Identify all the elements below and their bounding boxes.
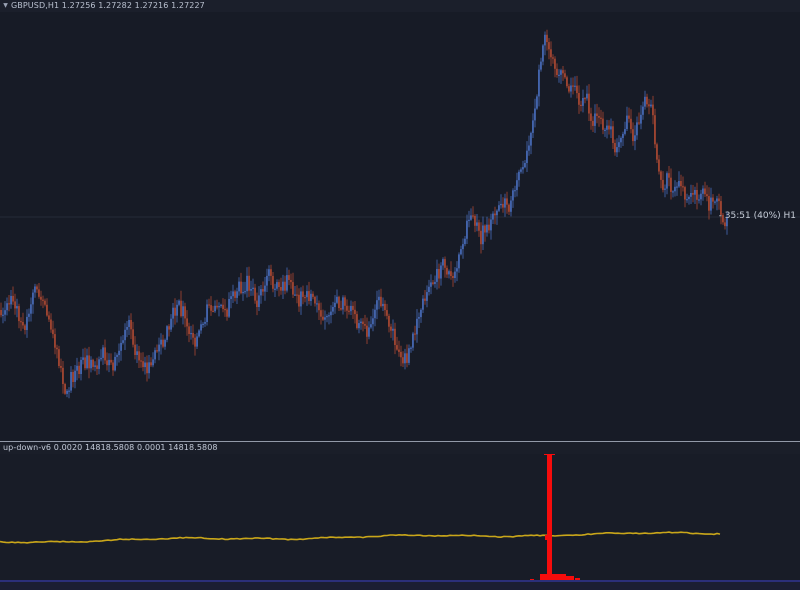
indicator-bottom-band [0,581,800,590]
indicator-subwindow[interactable]: up-down-v6 0.0020 14818.5808 0.0001 1481… [0,442,800,590]
indicator-spike-stem [547,451,552,582]
indicator-label: up-down-v6 0.0020 14818.5808 0.0001 1481… [3,443,218,452]
indicator-zero-line [0,580,800,582]
price-candlestick-plot [0,29,800,399]
bar-countdown-label: - 35:51 (40%) H1 [718,211,796,221]
panel-divider [0,441,800,442]
symbol-header-bar[interactable]: ▼ GBPUSD,H1 1.27256 1.27282 1.27216 1.27… [0,0,800,12]
candle-series [0,29,728,399]
indicator-plot [0,451,721,582]
indicator-spike-base-right [566,576,574,582]
chevron-down-icon[interactable]: ▼ [3,2,8,9]
indicator-spike-notch [545,535,548,540]
main-chart-panel[interactable]: ▼ GBPUSD,H1 1.27256 1.27282 1.27216 1.27… [0,0,800,441]
indicator-spike-base [540,574,566,582]
indicator-header-bar: up-down-v6 0.0020 14818.5808 0.0001 1481… [0,442,800,454]
symbol-ohlc-label: GBPUSD,H1 1.27256 1.27282 1.27216 1.2722… [11,1,205,10]
indicator-gold-line [0,531,721,544]
